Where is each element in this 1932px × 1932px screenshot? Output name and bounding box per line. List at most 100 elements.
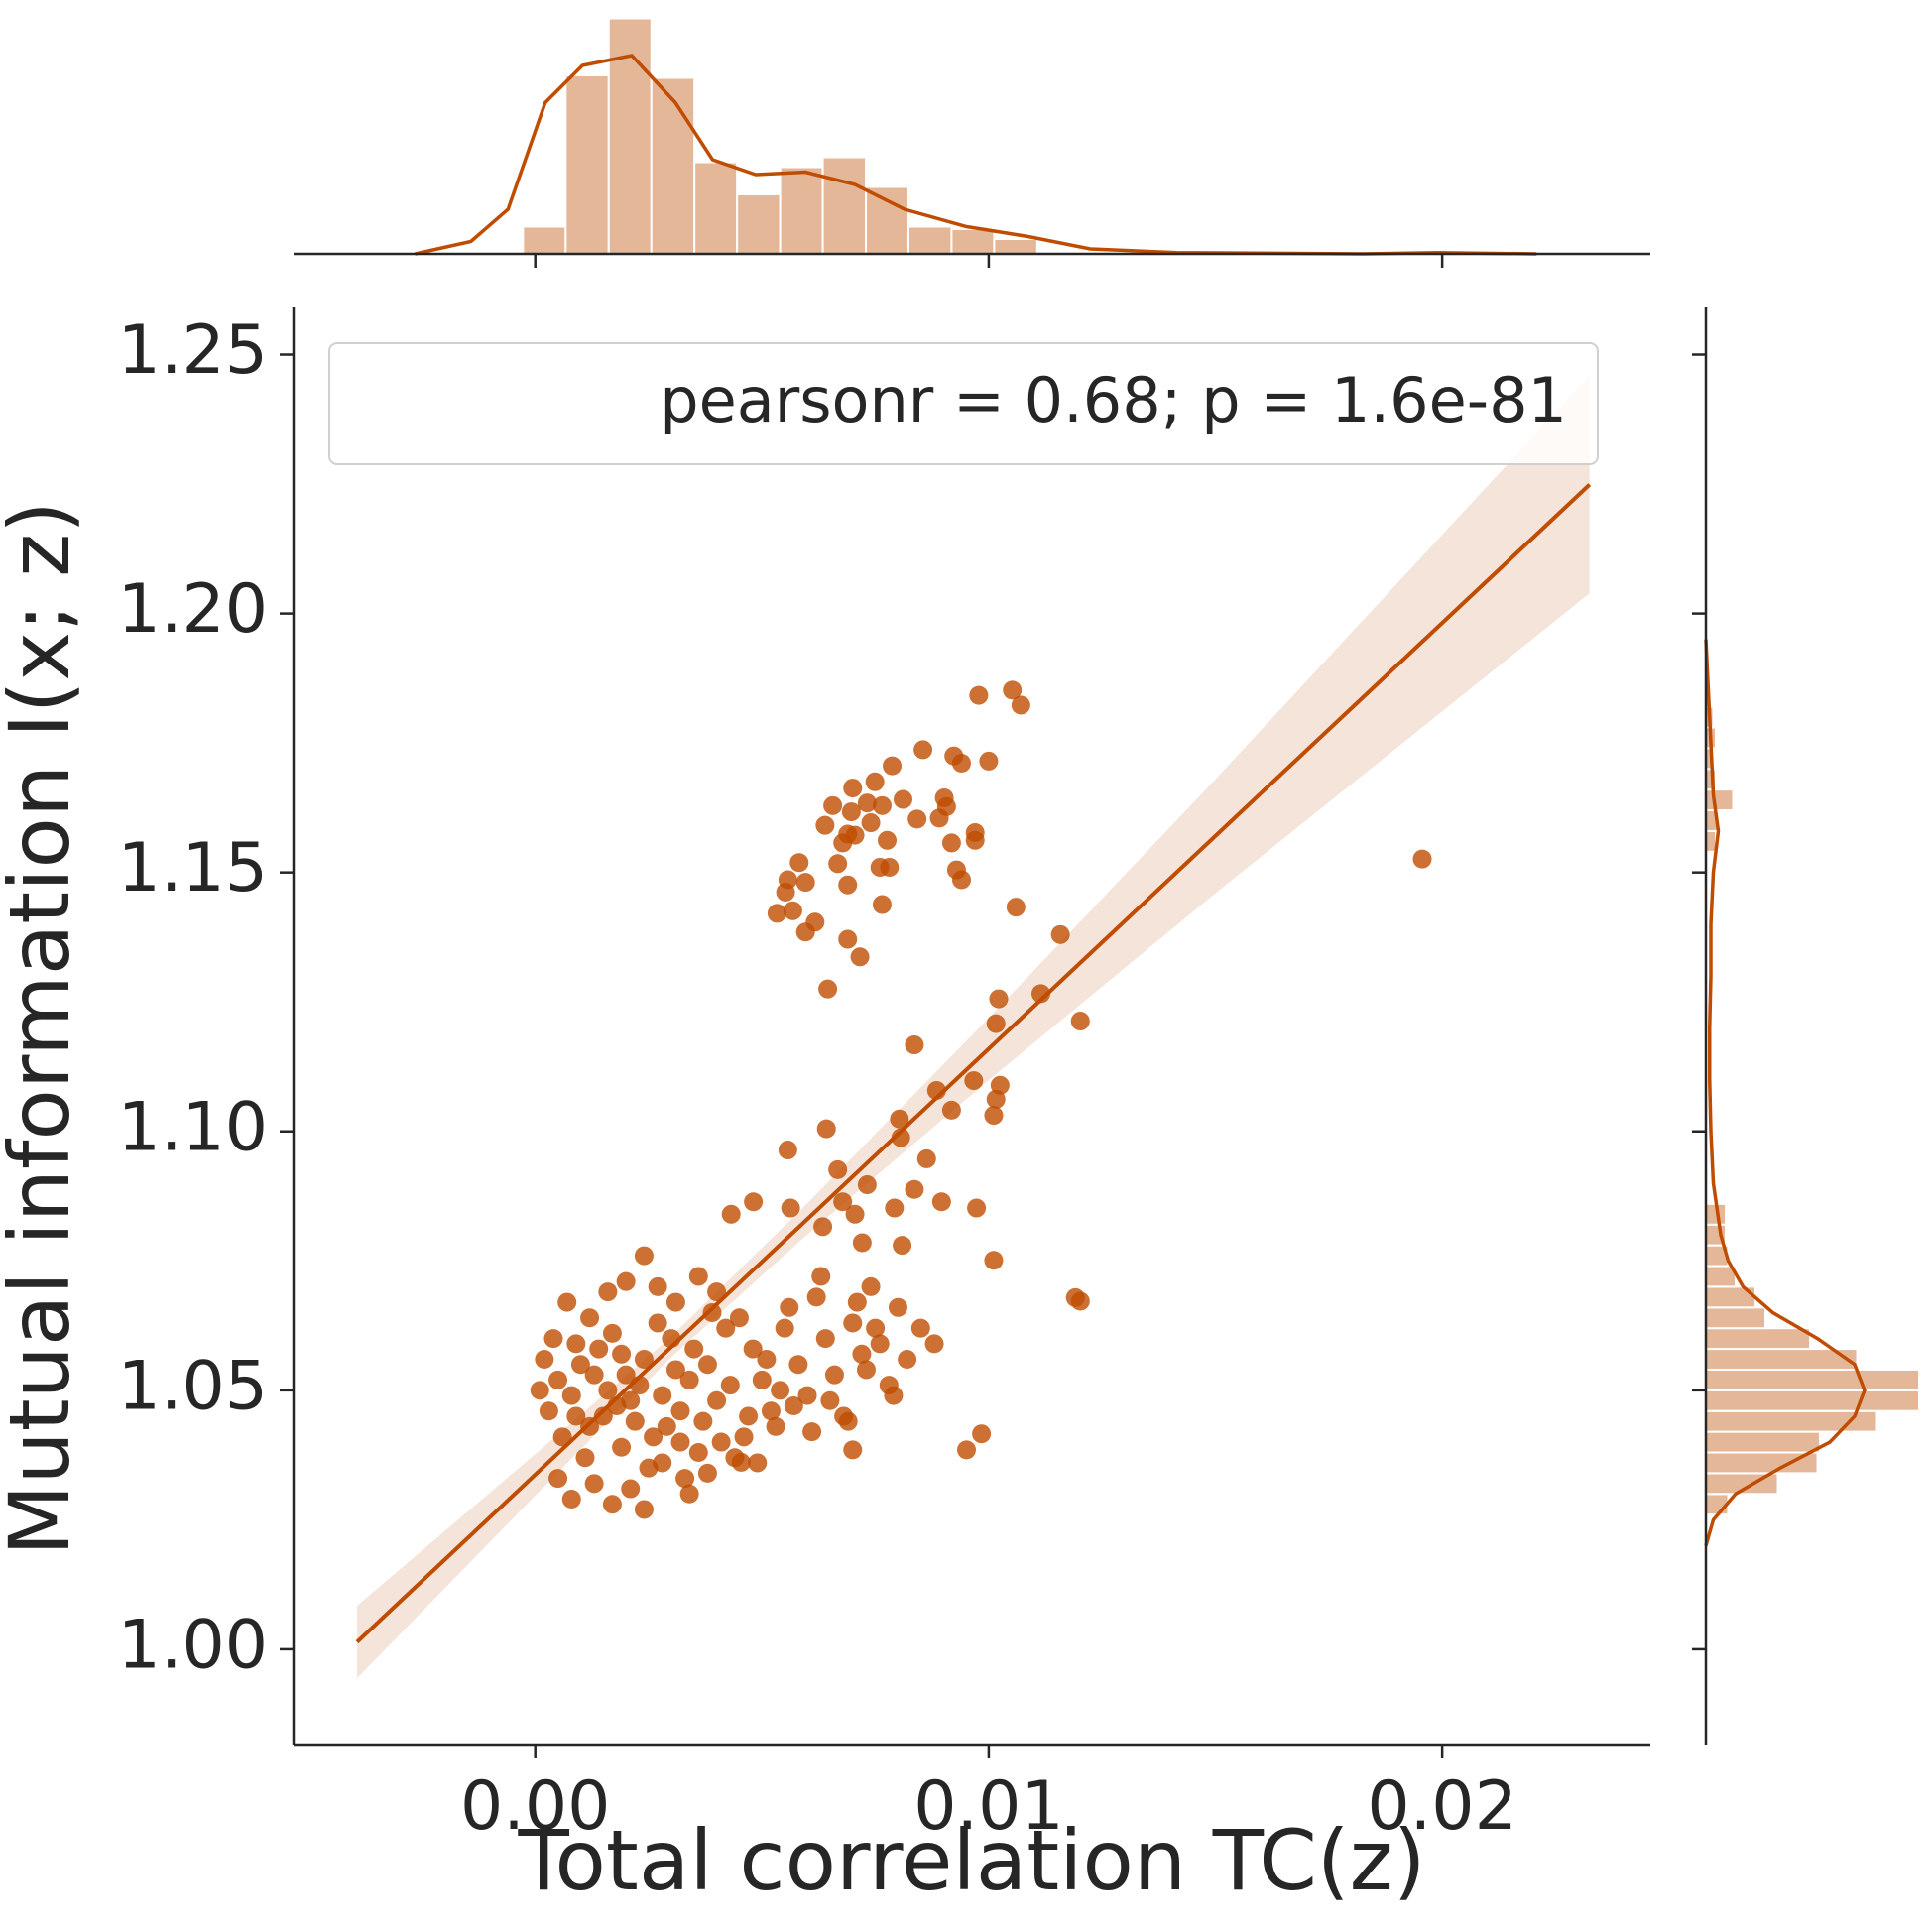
scatter-point [878, 830, 897, 850]
scatter-point [561, 1489, 581, 1509]
scatter-point [828, 854, 848, 874]
scatter-point [951, 754, 971, 774]
scatter-point [984, 1251, 1004, 1270]
scatter-point [972, 1424, 992, 1444]
scatter-point [634, 1246, 654, 1266]
scatter-point [584, 1474, 604, 1494]
scatter-point [789, 853, 809, 873]
scatter-point [575, 1448, 595, 1468]
y-tick-label: 1.00 [118, 1606, 268, 1684]
scatter-point [833, 1192, 853, 1212]
right-hist-bar [1705, 1389, 1920, 1412]
scatter-point [634, 1350, 654, 1370]
scatter-point [543, 1329, 563, 1349]
scatter-point [820, 1390, 840, 1410]
right-hist-bar [1705, 1327, 1811, 1351]
scatter-point [964, 1071, 984, 1091]
scatter-point [734, 1427, 754, 1447]
top-hist-bar [564, 74, 610, 255]
scatter-point [697, 1463, 717, 1483]
scatter-point [702, 1303, 722, 1323]
scatter-point [843, 1440, 863, 1460]
top-hist-bar [607, 17, 653, 255]
scatter-point [670, 1401, 690, 1421]
scatter-point [616, 1365, 636, 1385]
scatter-point [761, 1401, 781, 1421]
scatter-point [913, 740, 933, 760]
scatter-point [621, 1390, 641, 1410]
scatter-point [924, 1334, 944, 1354]
top-hist-bar [736, 193, 782, 255]
scatter-point [729, 1308, 749, 1328]
scatter-point [771, 1381, 790, 1400]
top-hist-bar [906, 225, 953, 255]
scatter-point [1070, 1291, 1090, 1311]
right-hist-bar [1705, 788, 1735, 812]
scatter-point [665, 1292, 685, 1312]
scatter-point [548, 1370, 568, 1389]
top-hist-bar [993, 238, 1038, 255]
right-kde [1704, 639, 1867, 1546]
scatter-point [852, 1344, 872, 1364]
scatter-point [910, 1318, 930, 1338]
scatter-point [815, 815, 835, 835]
scatter-point [743, 1339, 763, 1359]
scatter-point [852, 1233, 872, 1253]
regression-line [355, 483, 1592, 1644]
scatter-point [905, 1035, 924, 1055]
scatter-point [957, 1440, 977, 1460]
top-hist-bar [950, 228, 996, 255]
scatter-point [986, 1014, 1006, 1033]
scatter-point [675, 1469, 695, 1489]
scatter-point [598, 1381, 618, 1400]
scatter-point [823, 795, 843, 815]
scatter-point [891, 1128, 910, 1147]
scatter-point [824, 1365, 844, 1385]
scatter-point [802, 1422, 822, 1442]
scatter-point [657, 1416, 676, 1436]
scatter-point [1412, 849, 1432, 869]
scatter-point [861, 1276, 881, 1296]
top-hist-bar [865, 185, 909, 255]
scatter-point [612, 1344, 632, 1364]
scatter-point [885, 1198, 905, 1218]
top-hist-bar [693, 161, 739, 255]
scatter-point [884, 1386, 904, 1405]
scatter-point [979, 751, 999, 771]
scatter-point [828, 1159, 848, 1179]
y-tick-label: 1.05 [118, 1347, 268, 1425]
scatter-point [857, 1175, 877, 1195]
scatter-point [648, 1313, 667, 1333]
scatter-point [1003, 680, 1023, 700]
scatter-point [941, 1100, 961, 1120]
scatter-point [856, 1360, 876, 1380]
scatter-point [894, 789, 913, 809]
scatter-point [634, 1500, 654, 1519]
scatter-point [811, 1267, 831, 1286]
scatter-point [883, 756, 903, 776]
top-hist-bar [821, 156, 868, 255]
scatter-point [880, 857, 900, 877]
scatter-point [931, 1192, 951, 1212]
scatter-point [766, 1416, 785, 1436]
scatter-point [780, 1297, 799, 1317]
scatter-point [838, 1411, 858, 1431]
scatter-point [838, 875, 858, 895]
scatter-point [865, 772, 885, 791]
annotation: pearsonr = 0.68; p = 1.6e-81 [660, 364, 1567, 436]
scatter-point [752, 1370, 772, 1389]
x-tick-label: 0.01 [913, 1767, 1063, 1846]
scatter-point [1050, 924, 1070, 944]
scatter-point [815, 1329, 835, 1349]
scatter-point [986, 1089, 1006, 1109]
scatter-point [907, 809, 927, 829]
confidence-band [357, 375, 1590, 1679]
scatter-point [797, 1386, 817, 1405]
scatter-point [621, 1479, 641, 1499]
scatter-point [806, 1287, 826, 1307]
scatter-point [1070, 1012, 1090, 1031]
scatter-point [847, 1292, 867, 1312]
scatter-point [539, 1401, 558, 1421]
scatter-point [951, 870, 971, 890]
